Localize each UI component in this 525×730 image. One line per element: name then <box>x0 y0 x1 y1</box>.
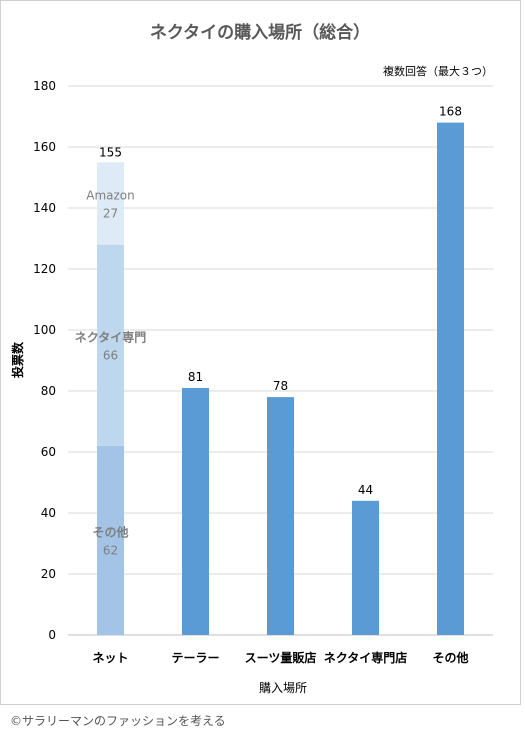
chart-note: 複数回答（最大３つ） <box>383 64 493 78</box>
credit-text: ©サラリーマンのファッションを考える <box>10 714 226 728</box>
x-tick-labels: ネット テーラー スーツ量販店 ネクタイ専門店 その他 <box>92 650 468 665</box>
data-label: 78 <box>273 379 288 393</box>
x-tick-label: その他 <box>432 650 468 665</box>
y-axis-label: 投票数 <box>10 341 25 378</box>
y-tick-label: 120 <box>33 262 56 276</box>
y-tick-label: 0 <box>48 628 56 642</box>
bar <box>352 500 379 635</box>
segment-value-label: 62 <box>103 543 118 557</box>
data-labels: その他 62 ネクタイ専門 66 Amazon 27 155 81 78 44 168 <box>75 105 462 558</box>
bar-segment <box>97 445 124 635</box>
x-axis-label: 購入場所 <box>259 681 307 695</box>
y-tick-label: 20 <box>41 567 56 581</box>
segment-name-label: その他 <box>92 524 128 539</box>
data-label: 81 <box>188 370 203 384</box>
segment-value-label: 66 <box>103 348 118 362</box>
y-tick-label: 180 <box>33 79 56 93</box>
y-tick-label: 140 <box>33 201 56 215</box>
bar-segment <box>97 244 124 446</box>
chart-frame <box>0 0 521 705</box>
x-tick-label: ネット <box>92 651 128 665</box>
bar <box>267 397 294 635</box>
x-tick-label: テーラー <box>171 651 219 665</box>
y-tick-labels: 0 20 40 60 80 100 120 140 160 180 <box>33 79 56 642</box>
y-tick-label: 60 <box>41 445 56 459</box>
x-tick-label: スーツ量販店 <box>245 650 317 665</box>
gridlines <box>68 85 493 636</box>
y-tick-label: 160 <box>33 140 56 154</box>
data-label: 168 <box>439 105 462 119</box>
chart-title: ネクタイの購入場所（総合） <box>150 22 370 43</box>
chart: ネクタイの購入場所（総合） 複数回答（最大３つ） 0 20 40 60 80 100 120… <box>10 22 493 695</box>
data-label: 155 <box>99 145 122 159</box>
bars <box>97 122 464 636</box>
segment-name-label: Amazon <box>86 188 135 202</box>
x-tick-label: ネクタイ専門店 <box>324 650 408 665</box>
y-tick-label: 40 <box>41 506 56 520</box>
bar <box>182 387 209 635</box>
y-tick-label: 100 <box>33 323 56 337</box>
y-tick-label: 80 <box>41 384 56 398</box>
segment-value-label: 27 <box>103 206 118 220</box>
data-label: 44 <box>358 483 373 497</box>
bar-segment <box>97 162 124 245</box>
bar <box>437 122 464 636</box>
segment-name-label: ネクタイ専門 <box>75 329 147 344</box>
